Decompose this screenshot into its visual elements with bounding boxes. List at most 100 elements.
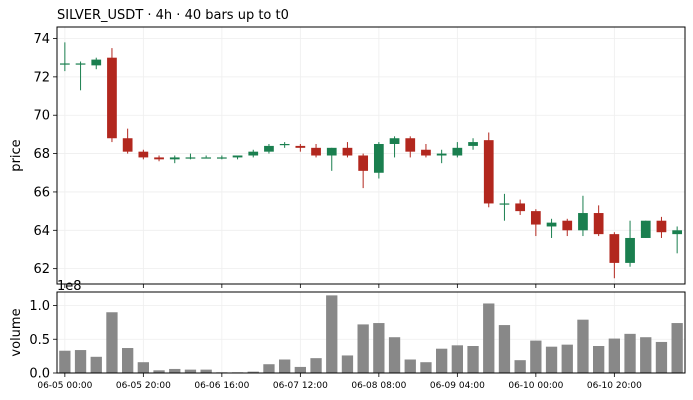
price-tick-label: 70 (33, 109, 50, 124)
volume-bar (74, 350, 87, 373)
candle-body-up (59, 63, 70, 65)
candle-body-down (515, 203, 526, 212)
volume-bar (137, 362, 150, 373)
candle-body-up (468, 142, 478, 146)
x-tick-label: 06-10 00:00 (508, 381, 563, 391)
candle-body-up (326, 147, 337, 156)
volume-bar (545, 346, 558, 373)
volume-bar (388, 337, 401, 373)
price-tick-label: 68 (33, 147, 50, 162)
candle-body-up (578, 213, 588, 231)
volume-bar (310, 358, 322, 373)
volume-bar (498, 325, 511, 373)
volume-bar (59, 350, 71, 373)
volume-bar (247, 371, 259, 373)
candle-body-up (373, 143, 384, 173)
candle-body-up (672, 230, 683, 235)
volume-bar (263, 364, 275, 373)
price-tick-label: 66 (33, 185, 50, 200)
volume-gridlines (57, 292, 685, 374)
candle-body-down (530, 211, 541, 225)
price-axis-ticks: 62 64 66 68 70 72 74 (33, 32, 57, 277)
chart-title: SILVER_USDT · 4h · 40 bars up to t0 (57, 8, 289, 23)
price-tick-label: 62 (33, 262, 50, 277)
volume-bar (624, 333, 636, 373)
x-tick-label: 06-05 20:00 (116, 381, 171, 391)
volume-bar (121, 348, 134, 373)
volume-bar (341, 355, 354, 373)
price-tick-label: 72 (33, 70, 50, 85)
candle-body-up (248, 151, 259, 156)
volume-panel-frame (56, 291, 686, 374)
volume-bar (671, 323, 683, 373)
candle-body-down (358, 155, 369, 171)
candle-body-down (656, 220, 667, 233)
volume-bar (169, 368, 181, 373)
candle-body-down (107, 57, 117, 139)
volume-bar (153, 370, 165, 373)
candle-body-up (546, 222, 557, 227)
volume-bar (655, 341, 668, 373)
candle-body-up (499, 203, 510, 205)
volume-bars (59, 295, 683, 373)
volume-tick-label: 0.0 (29, 367, 50, 382)
volume-bar (561, 344, 573, 373)
x-tick-label: 06-05 00:00 (37, 381, 92, 391)
candle-body-down (138, 151, 149, 158)
volume-bar (514, 360, 526, 373)
price-tick-label: 64 (33, 224, 50, 239)
price-tick-label: 74 (33, 32, 50, 47)
volume-bar (106, 312, 118, 373)
candle-body-down (483, 140, 494, 204)
volume-bar (592, 346, 605, 373)
volume-bar (357, 324, 369, 373)
candle-body-up (232, 155, 243, 158)
candle-body-up (264, 145, 274, 152)
candle-body-up (625, 237, 635, 263)
price-gridlines (57, 27, 685, 284)
candle-body-up (169, 157, 180, 160)
volume-bar (467, 346, 479, 373)
volume-bar (294, 366, 307, 373)
volume-bar (451, 345, 464, 373)
price-panel: 62 64 66 68 70 72 74 price (9, 26, 686, 285)
candle-body-down (405, 138, 416, 152)
candle-body-down (593, 213, 604, 235)
candle-body-down (342, 147, 353, 156)
volume-bar (640, 337, 652, 373)
x-tick-label: 06-08 08:00 (351, 381, 406, 391)
x-tick-label: 06-10 20:00 (587, 381, 642, 391)
volume-bar (435, 348, 448, 373)
x-tick-label: 06-07 12:00 (273, 381, 328, 391)
candle-body-up (389, 138, 400, 144)
x-tick-label: 06-09 04:00 (430, 381, 485, 391)
candle-body-down (154, 157, 164, 160)
candle-body-up (436, 153, 447, 156)
volume-axis-label: volume (9, 308, 24, 356)
volume-panel: 0.0 0.5 1.0 volume 1e8 (9, 279, 686, 382)
candle-body-down (122, 138, 133, 152)
candles (59, 42, 683, 279)
volume-tick-label: 1.0 (29, 299, 50, 314)
candle-body-up (640, 220, 651, 238)
candle-body-up (216, 157, 227, 159)
price-axis-label: price (9, 139, 24, 171)
volume-multiplier-label: 1e8 (57, 279, 82, 294)
candle-body-down (311, 147, 321, 156)
candle-body-up (452, 147, 463, 156)
volume-bar (373, 323, 385, 373)
volume-bar (577, 319, 589, 373)
candle-body-up (91, 59, 102, 66)
candle-body-down (609, 234, 620, 263)
volume-bar (608, 338, 621, 373)
volume-tick-label: 0.5 (29, 333, 50, 348)
volume-bar (184, 369, 197, 373)
volume-bar (420, 362, 432, 373)
candle-body-down (562, 220, 573, 231)
volume-axis-ticks: 0.0 0.5 1.0 (29, 299, 57, 382)
volume-bar (326, 295, 338, 373)
volume-bar (530, 340, 542, 373)
volume-bar (483, 303, 495, 373)
candle-body-up (75, 63, 86, 65)
